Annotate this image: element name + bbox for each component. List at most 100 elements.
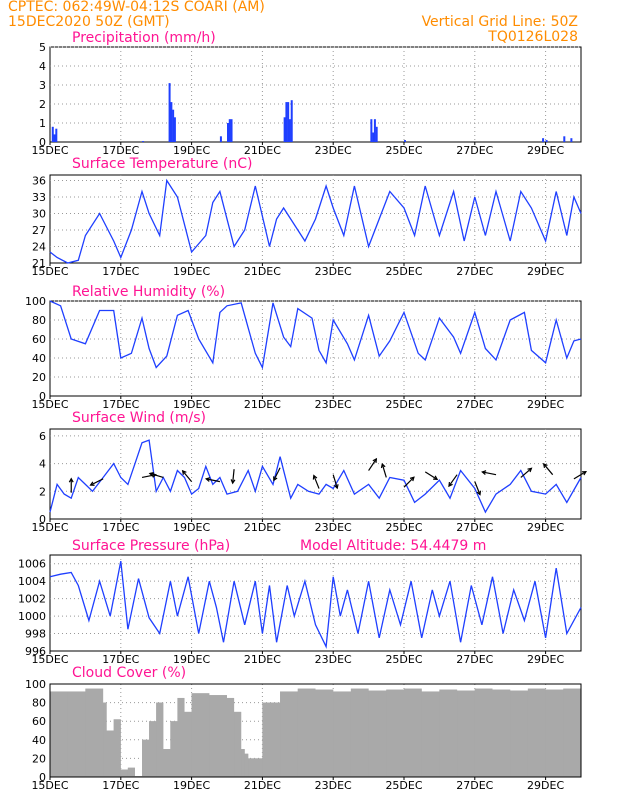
wind-arrow [368,457,378,471]
y-tick-label: 80 [32,314,46,327]
cloud-cover-bar [191,693,210,777]
x-tick-label: 29DEC [527,265,564,278]
cloud-cover-panel: 0 20 40 60 80 100 15DEC 17DEC 19DEC 21DEC 23DEC 25D… [25,665,582,792]
precip-bar [142,141,145,142]
x-tick-label: 23DEC [315,521,352,534]
header-model: TQ0126L028 [487,29,578,45]
cloud-cover-bar [142,739,150,777]
precip-bar [570,138,573,142]
y-tick-label: 0 [39,136,46,149]
cloud-cover-bar [149,721,157,777]
wind-arrow [332,474,339,490]
y-tick-label: 40 [32,734,46,747]
x-tick-label: 27DEC [456,521,493,534]
surface-wind-line [49,439,582,514]
y-tick-label: 80 [32,697,46,710]
wind-arrow [474,481,482,496]
precip-bar [230,119,233,142]
x-tick-label: 23DEC [315,779,352,792]
cloud-frame-overlay [49,683,582,778]
cloud-cover-bar [244,753,249,777]
cloud-cover-bar [241,749,245,777]
cloud-cover-bar [297,688,316,777]
surface-temperature-panel: 21 24 27 30 33 36 15DEC 17DEC 19DEC 21DEC 23DEC 25D… [31,156,582,278]
x-tick-label: 19DEC [173,521,210,534]
x-tick-label: 19DEC [173,265,210,278]
surface-wind-panel: 0 2 4 6 15DEC 17DEC 19DEC 21DEC 23DEC 25DEC 27DEC 2… [31,410,587,534]
y-tick-label: 100 [25,678,46,691]
x-tick-label: 15DEC [31,653,68,666]
y-tick-label: 3 [39,79,46,92]
cloud-cover-bar [106,730,114,777]
x-tick-label: 25DEC [385,265,422,278]
x-tick-label: 29DEC [527,521,564,534]
wind-arrow [68,477,74,493]
precip-bar [372,132,375,142]
precip-bar [219,136,222,142]
cloud-cover-bar [545,689,564,777]
y-tick-label: 2 [39,98,46,111]
surface-temperature-title: Surface Temperature (nC) [72,156,253,172]
cloud-cover-bar [113,719,121,777]
cloud-cover-bar [85,688,104,777]
relative-humidity-title: Relative Humidity (%) [72,284,225,300]
x-tick-label: 29DEC [527,779,564,792]
cloud-cover-bar [127,767,135,777]
x-tick-label: 21DEC [244,144,281,157]
cloud-cover-bar [439,689,458,777]
y-tick-label: 40 [32,352,46,365]
cloud-cover-bar [492,689,511,777]
precip-bar [55,128,58,142]
precip-bar [542,138,545,142]
x-tick-label: 29DEC [527,653,564,666]
x-tick-label: 23DEC [315,653,352,666]
cloud-cover-bar [368,690,387,777]
relative-humidity-frame [49,300,582,397]
x-tick-label: 21DEC [244,653,281,666]
relative-humidity-line [49,300,582,370]
x-tick-label: 15DEC [31,398,68,411]
cloud-cover-title: Cloud Cover (%) [72,665,186,681]
cloud-cover-bar [563,688,581,777]
precip-bar [173,117,176,142]
wind-arrow [448,474,458,488]
y-tick-label: 4 [39,458,46,471]
precip-bar [290,100,293,142]
surface-pressure-panel: 996 998 1000 1002 1004 1006 15DEC 17DEC 19DEC 21D… [18,538,582,666]
y-tick-label: 60 [32,715,46,728]
cloud-cover-bar [474,688,493,777]
precip-bar [170,102,173,142]
cloud-cover-bar [457,690,475,777]
x-tick-label: 23DEC [315,398,352,411]
x-tick-label: 21DEC [244,398,281,411]
wind-arrow [312,474,320,489]
cloud-cover-bar [404,688,422,777]
cloud-cover-bar [67,691,86,777]
wind-arrow [89,478,104,486]
cloud-cover-bar [262,702,281,777]
precip-bar [375,126,378,142]
x-tick-label: 17DEC [102,521,139,534]
x-tick-label: 15DEC [31,144,68,157]
cloud-cover-bar [510,690,528,777]
y-tick-label: 100 [25,295,46,308]
precip-bar [168,83,171,142]
y-tick-label: 2 [39,485,46,498]
cloud-cover-bar [333,691,351,777]
x-tick-label: 15DEC [31,521,68,534]
wind-arrow [481,470,497,476]
y-tick-label: 21 [32,257,46,270]
cloud-cover-bar [120,769,128,777]
cloud-cover-bar [248,758,263,777]
precip-bar [373,119,376,142]
cloud-cover-bar [350,688,369,777]
y-tick-label: 1004 [18,575,46,588]
cloud-cover-bar [280,691,298,777]
model-altitude-label: Model Altitude: 54.4479 m [300,538,486,554]
x-tick-label: 27DEC [456,144,493,157]
x-tick-label: 25DEC [385,653,422,666]
wind-arrow [403,476,415,488]
cloud-cover-bar [170,721,178,777]
y-tick-label: 24 [32,241,46,254]
precip-bar [545,140,548,142]
